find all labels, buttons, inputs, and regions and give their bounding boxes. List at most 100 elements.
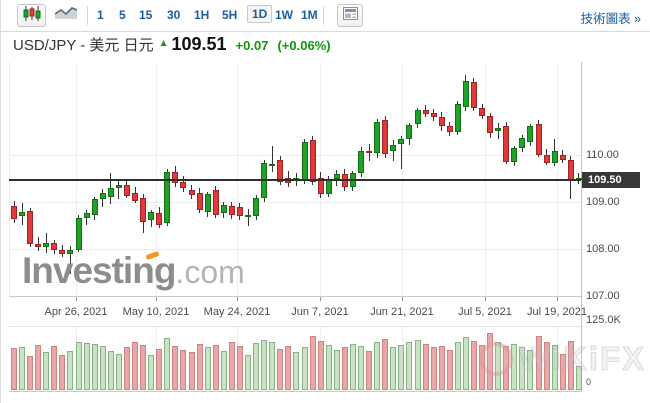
volume-bar [188,352,195,390]
volume-pane-bottom-border [9,391,581,392]
volume-bar [115,354,122,390]
wikifx-watermark: WiKiFX [479,340,646,378]
candle-body [261,163,268,199]
horizontal-gridline [9,202,581,203]
candle-body [35,244,42,248]
volume-bar [228,342,235,390]
volume-bar [446,350,453,390]
volume-bar [454,342,461,390]
candle-body [454,104,461,132]
volume-bar [390,347,397,390]
news-panel-button[interactable] [337,4,363,27]
current-price-line [9,179,581,181]
candle-body [543,155,550,163]
volume-bar [253,343,260,390]
volume-bar [358,346,364,390]
volume-bar [212,345,219,390]
candle-body [132,192,139,202]
y-axis-label: 109.00 [586,196,620,208]
x-axis-label: Jul 19, 2021 [527,306,587,318]
interval-5h[interactable]: 5H [222,8,238,22]
candle-body [245,215,252,218]
candle-body [212,190,219,215]
candle-body [91,199,98,216]
candle-body [446,126,453,132]
volume-bar [107,351,114,390]
volume-bar [245,355,252,390]
interval-1m[interactable]: 1M [301,8,318,22]
volume-bar [422,344,429,390]
price-pane-bottom-border [9,296,581,297]
candle-wick [69,246,71,274]
candle-body [398,139,405,144]
volume-bar [559,354,566,390]
interval-15[interactable]: 15 [139,8,153,22]
wikifx-logo-icon [479,342,513,376]
volume-bar [366,351,373,390]
volume-bar [148,355,155,390]
volume-bar [11,348,17,390]
candle-body [67,249,74,255]
candle-body [366,151,373,154]
wikifx-logo-text: WiKiFX [518,340,647,378]
volume-bar [382,339,389,390]
candle-body [204,194,211,213]
y-axis-label: 107.00 [586,290,620,302]
candle-body [228,206,235,216]
interval-30[interactable]: 30 [167,8,181,22]
candle-body [148,212,155,220]
price-change-percent: (+0.06%) [277,38,331,53]
volume-bar [67,351,74,390]
interval-1h[interactable]: 1H [194,8,210,22]
candle-body [123,184,130,197]
volume-bar [285,346,292,390]
volume-bar [301,347,308,390]
volume-zero-label: 0 [586,377,592,387]
volume-bar [519,347,526,390]
volume-bar [325,345,332,390]
volume-bar [575,366,582,390]
candle-body [317,177,324,194]
candle-body [11,205,17,220]
area-chart-button[interactable] [51,4,80,27]
candle-body [430,112,437,118]
x-axis-tick [320,296,321,301]
candle-wick [45,233,47,253]
volume-bar [91,344,98,390]
volume-bar [261,340,268,390]
candle-body [51,243,58,250]
volume-bar [567,341,574,390]
volume-bar [83,343,90,390]
x-axis-tick [76,296,77,301]
candlestick-icon [23,5,41,26]
candle-body [236,206,243,217]
interval-5[interactable]: 5 [119,8,126,22]
candle-body [406,125,413,139]
volume-bar [59,355,66,390]
candle-body [479,107,486,116]
candle-body [559,155,566,160]
candlestick-chart-button[interactable] [17,4,46,27]
y-axis-label: 110.00 [586,149,619,161]
candle-wick [271,145,273,173]
y-axis-line [581,62,582,392]
candle-body [140,198,147,223]
x-axis-label: Apr 26, 2021 [44,306,108,318]
volume-bar [180,350,187,390]
volume-bar [438,346,445,390]
volume-bar [236,346,243,390]
technical-chart-link[interactable]: 技術圖表 » [580,12,641,26]
candle-body [220,204,227,213]
interval-1w[interactable]: 1W [275,8,293,22]
interval-1[interactable]: 1 [97,8,104,22]
volume-bar [511,344,518,390]
volume-bar [317,341,324,390]
interval-1d[interactable]: 1D [247,5,273,23]
last-price: 109.51 [171,34,227,54]
candle-body [470,81,477,108]
volume-bar [140,345,147,390]
candle-body [462,80,469,108]
volume-bar [398,345,405,390]
